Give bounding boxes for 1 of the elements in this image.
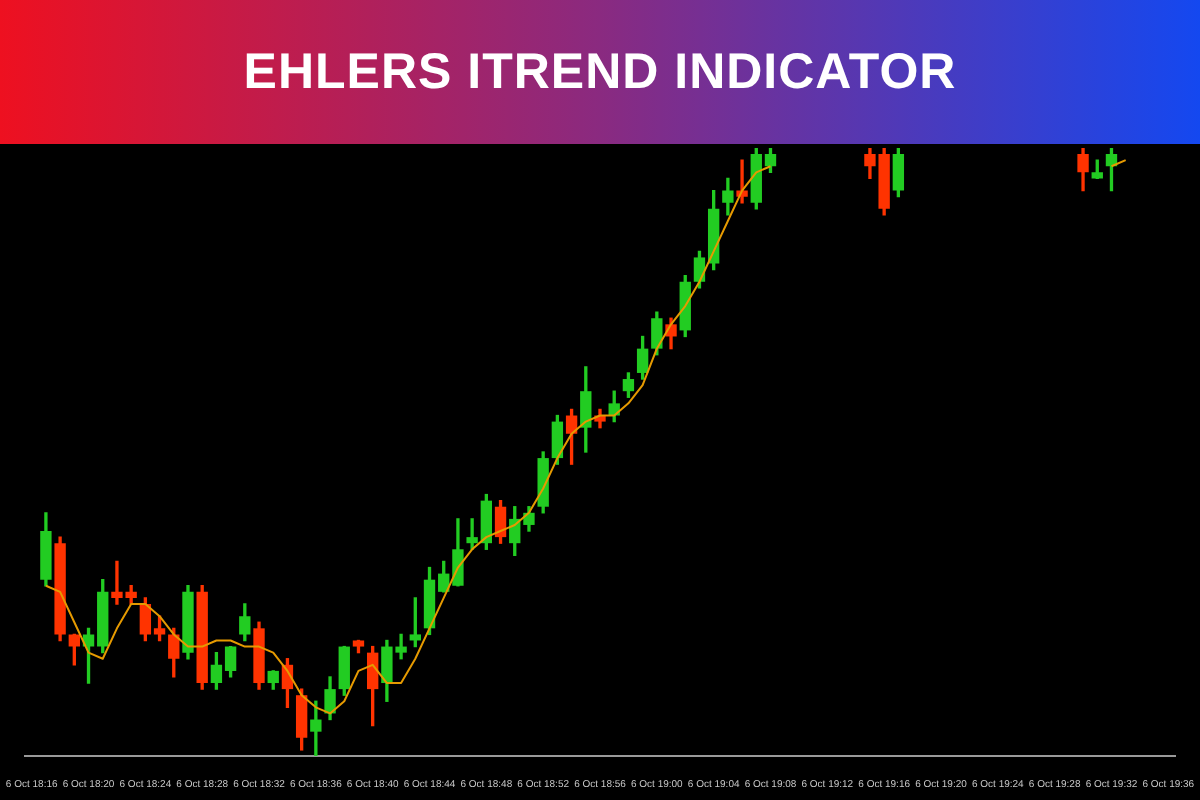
chart-title: EHLERS ITREND INDICATOR (0, 0, 1200, 144)
